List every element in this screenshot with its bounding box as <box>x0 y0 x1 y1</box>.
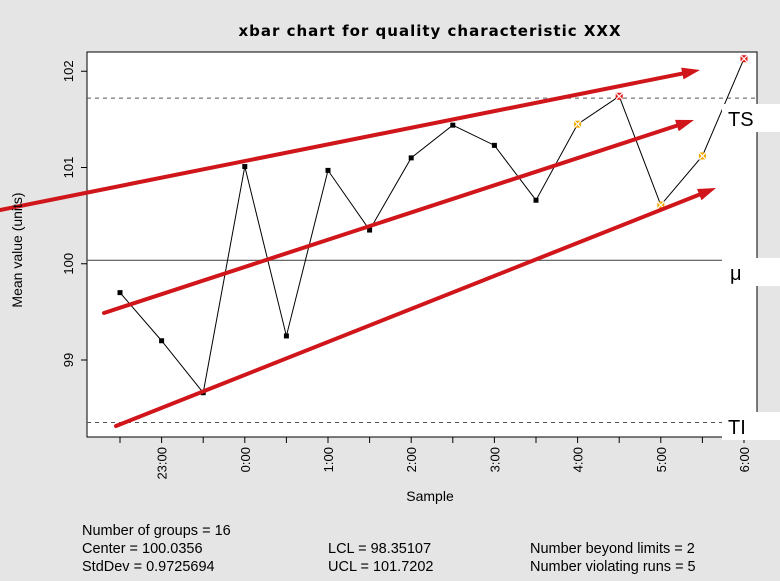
trend-arrow-head <box>697 188 716 201</box>
x-tick-label: 2:00 <box>404 447 419 472</box>
x-axis: 23:00 0:00 1:00 2:00 3:00 4:00 5:00 6:00 <box>119 437 752 480</box>
ti-label-box <box>722 412 780 440</box>
stat-stddev: StdDev = 0.9725694 <box>82 559 215 575</box>
data-point <box>159 338 165 344</box>
point-cross <box>740 54 748 63</box>
ts-label-box <box>722 104 780 132</box>
y-axis: 99 100 101 102 <box>61 60 87 367</box>
data-point <box>408 155 414 161</box>
data-point <box>533 197 539 203</box>
trend-arrow-head <box>675 119 694 132</box>
data-point <box>117 290 123 296</box>
stat-ucl: UCL = 101.7202 <box>328 559 434 575</box>
trend-arrows <box>0 67 716 428</box>
chart-title: xbar chart for quality characteristic XX… <box>238 22 621 40</box>
data-point <box>283 333 289 339</box>
ucl-annotation: TS <box>728 109 754 131</box>
data-point <box>450 122 456 128</box>
y-tick-label: 102 <box>61 60 76 82</box>
xbar-chart: xbar chart for quality characteristic XX… <box>0 22 780 504</box>
series-polyline <box>119 58 745 394</box>
point-cross <box>698 152 707 160</box>
y-tick-label: 99 <box>61 353 76 367</box>
stat-lcl: LCL = 98.35107 <box>328 541 432 557</box>
stat-center: Center = 100.0356 <box>82 541 203 557</box>
x-tick-label: 4:00 <box>571 447 586 472</box>
lcl-annotation: TI <box>728 417 746 439</box>
stat-beyond: Number beyond limits = 2 <box>530 541 695 557</box>
series-line <box>119 58 745 394</box>
point-cross <box>615 92 624 101</box>
mu-label-box <box>722 258 780 286</box>
y-axis-label: Mean value (units) <box>9 192 25 307</box>
x-tick-label: 6:00 <box>737 447 752 472</box>
data-point <box>242 164 248 170</box>
x-tick-label: 3:00 <box>487 447 502 472</box>
y-tick-label: 101 <box>61 157 76 179</box>
x-tick-label: 23:00 <box>155 447 170 480</box>
trend-arrow-line <box>114 192 702 428</box>
trend-arrow-line <box>0 71 685 212</box>
trend-arrow-line <box>102 123 679 315</box>
trend-arrow-head <box>681 67 700 80</box>
plot-area <box>86 51 758 438</box>
data-point <box>367 227 373 233</box>
point-cross <box>573 120 582 129</box>
x-tick-label: 0:00 <box>238 447 253 472</box>
stat-groups: Number of groups = 16 <box>82 523 231 539</box>
reference-lines <box>87 97 757 423</box>
y-tick-label: 100 <box>61 253 76 275</box>
stat-violating: Number violating runs = 5 <box>530 559 696 575</box>
data-point <box>491 142 497 148</box>
x-tick-label: 5:00 <box>654 447 669 472</box>
x-axis-label: Sample <box>406 488 454 504</box>
x-tick-label: 1:00 <box>321 447 336 472</box>
center-annotation: μ <box>730 263 742 285</box>
data-point <box>325 167 331 173</box>
